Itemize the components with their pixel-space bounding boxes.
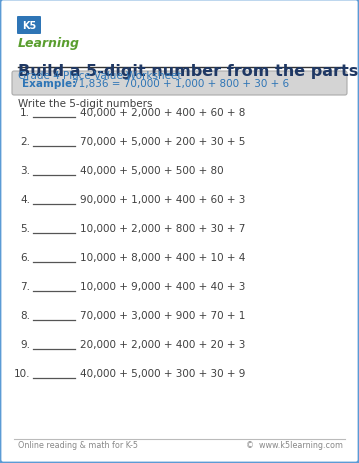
Text: Online reading & math for K-5: Online reading & math for K-5	[18, 441, 138, 450]
Text: 3.: 3.	[20, 166, 30, 175]
Text: 2.: 2.	[20, 137, 30, 147]
Text: Grade 4 Place Value Worksheet: Grade 4 Place Value Worksheet	[18, 71, 182, 81]
Text: 10,000 + 9,000 + 400 + 40 + 3: 10,000 + 9,000 + 400 + 40 + 3	[80, 282, 245, 291]
Text: 90,000 + 1,000 + 400 + 60 + 3: 90,000 + 1,000 + 400 + 60 + 3	[80, 194, 245, 205]
FancyBboxPatch shape	[12, 72, 347, 96]
Text: K5: K5	[22, 21, 36, 31]
Text: Build a 5-digit number from the parts: Build a 5-digit number from the parts	[18, 64, 358, 79]
Text: 70,000 + 3,000 + 900 + 70 + 1: 70,000 + 3,000 + 900 + 70 + 1	[80, 310, 245, 320]
Text: 20,000 + 2,000 + 400 + 20 + 3: 20,000 + 2,000 + 400 + 20 + 3	[80, 339, 245, 349]
Text: 5.: 5.	[20, 224, 30, 233]
Text: 7.: 7.	[20, 282, 30, 291]
Text: 40,000 + 5,000 + 500 + 80: 40,000 + 5,000 + 500 + 80	[80, 166, 224, 175]
Text: 40,000 + 5,000 + 300 + 30 + 9: 40,000 + 5,000 + 300 + 30 + 9	[80, 368, 245, 378]
Text: 40,000 + 2,000 + 400 + 60 + 8: 40,000 + 2,000 + 400 + 60 + 8	[80, 108, 245, 118]
Text: 6.: 6.	[20, 252, 30, 263]
Text: 70,000 + 5,000 + 200 + 30 + 5: 70,000 + 5,000 + 200 + 30 + 5	[80, 137, 245, 147]
Text: Write the 5-digit numbers: Write the 5-digit numbers	[18, 99, 153, 109]
Text: 8.: 8.	[20, 310, 30, 320]
Text: 4.: 4.	[20, 194, 30, 205]
Text: 71,836 = 70,000 + 1,000 + 800 + 30 + 6: 71,836 = 70,000 + 1,000 + 800 + 30 + 6	[72, 79, 289, 89]
Text: 10,000 + 8,000 + 400 + 10 + 4: 10,000 + 8,000 + 400 + 10 + 4	[80, 252, 245, 263]
Text: 10,000 + 2,000 + 800 + 30 + 7: 10,000 + 2,000 + 800 + 30 + 7	[80, 224, 245, 233]
Text: 1.: 1.	[20, 108, 30, 118]
Text: ©  www.k5learning.com: © www.k5learning.com	[246, 441, 343, 450]
Text: 10.: 10.	[14, 368, 30, 378]
Text: 9.: 9.	[20, 339, 30, 349]
Text: Learning: Learning	[18, 37, 80, 50]
Text: Example:: Example:	[22, 79, 76, 89]
FancyBboxPatch shape	[17, 17, 41, 35]
